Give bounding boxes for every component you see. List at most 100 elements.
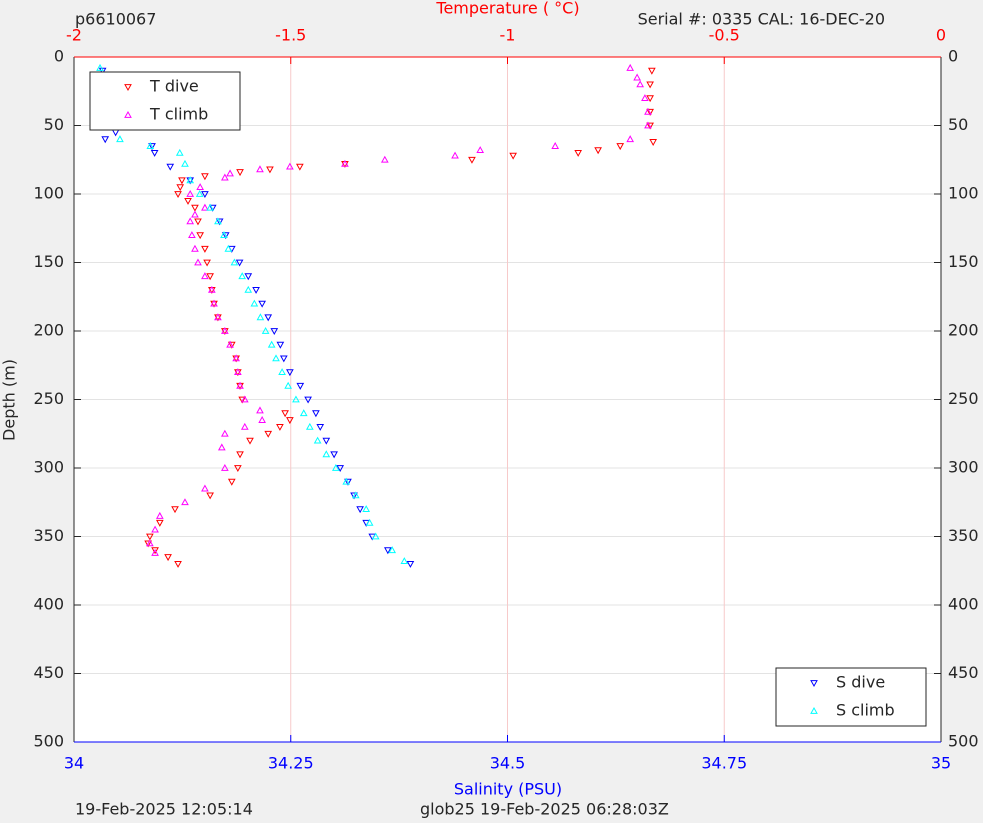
x2-tick-label: -2 xyxy=(66,26,82,45)
y-tick-label: 450 xyxy=(33,663,64,682)
point xyxy=(342,477,351,485)
point xyxy=(316,424,325,431)
title-left: p6610067 xyxy=(75,10,156,29)
point xyxy=(246,437,254,445)
point xyxy=(286,162,294,170)
point xyxy=(356,506,364,514)
point xyxy=(330,451,338,459)
legend-marker xyxy=(810,680,818,688)
point xyxy=(331,463,340,471)
y-tick-label: 500 xyxy=(33,732,64,751)
point xyxy=(151,547,159,555)
x-tick-label: 34.75 xyxy=(701,754,747,773)
point xyxy=(208,285,216,293)
point xyxy=(116,135,124,143)
point xyxy=(264,314,273,322)
point xyxy=(201,203,209,211)
point xyxy=(468,156,476,164)
x-tick-label: 34 xyxy=(64,754,84,773)
point xyxy=(226,169,234,177)
point xyxy=(648,67,656,75)
point xyxy=(292,395,300,403)
point xyxy=(201,173,209,181)
point xyxy=(236,451,244,459)
point xyxy=(196,183,204,191)
point xyxy=(258,300,266,308)
point xyxy=(215,218,224,226)
point xyxy=(244,273,253,281)
y-tick-label-right: 200 xyxy=(948,321,979,340)
y-tick-label-right: 400 xyxy=(948,595,979,614)
legend-marker xyxy=(810,706,818,714)
point xyxy=(476,146,485,154)
point xyxy=(240,395,249,403)
point xyxy=(155,511,164,519)
legend-box xyxy=(89,71,241,131)
point xyxy=(286,369,294,377)
point xyxy=(646,95,654,103)
point xyxy=(191,204,199,212)
point xyxy=(96,63,104,71)
point xyxy=(286,417,294,425)
point xyxy=(296,163,304,171)
point xyxy=(224,244,233,252)
point xyxy=(258,416,266,423)
point xyxy=(201,484,209,492)
y-tick-label-right: 50 xyxy=(948,115,968,134)
y-tick-label-right: 500 xyxy=(948,732,979,751)
point xyxy=(235,259,244,267)
y-tick-label-right: 0 xyxy=(948,47,958,66)
point xyxy=(244,285,253,293)
point xyxy=(146,539,154,547)
y-axis-label: Depth (m) xyxy=(0,359,19,441)
point xyxy=(206,492,214,500)
point xyxy=(181,498,189,506)
point xyxy=(362,505,371,512)
point xyxy=(194,218,202,226)
point xyxy=(594,147,602,155)
point xyxy=(201,191,209,199)
point xyxy=(176,184,185,192)
point xyxy=(221,232,230,240)
point xyxy=(551,142,560,149)
point xyxy=(221,429,229,437)
point xyxy=(221,173,229,181)
point xyxy=(574,150,583,157)
point xyxy=(276,424,284,431)
x2-tick-label: -1 xyxy=(500,26,516,45)
y-tick-label: 250 xyxy=(33,389,64,408)
point xyxy=(633,73,641,81)
point xyxy=(146,533,154,541)
point xyxy=(350,492,358,500)
point xyxy=(406,561,415,568)
point xyxy=(305,422,314,430)
point xyxy=(312,410,320,418)
point xyxy=(151,525,159,533)
point xyxy=(264,430,273,438)
point xyxy=(194,258,202,266)
point xyxy=(388,546,397,554)
point xyxy=(175,148,184,156)
point xyxy=(227,341,236,349)
point xyxy=(201,245,209,253)
point xyxy=(644,121,652,129)
point xyxy=(256,406,264,414)
x2-tick-label: 0 xyxy=(936,26,946,45)
point xyxy=(509,152,517,160)
point xyxy=(322,450,331,458)
y-tick-label-right: 250 xyxy=(948,389,979,408)
point xyxy=(214,217,222,225)
point xyxy=(214,313,222,321)
point xyxy=(236,169,244,177)
point xyxy=(400,557,409,565)
point xyxy=(304,396,312,404)
y-tick-label-right: 350 xyxy=(948,526,979,545)
point xyxy=(266,166,274,174)
point xyxy=(210,299,218,307)
point xyxy=(626,63,635,71)
y-tick-label: 400 xyxy=(33,595,64,614)
point xyxy=(365,518,374,526)
point xyxy=(256,165,264,173)
point xyxy=(267,340,276,348)
point xyxy=(181,159,189,167)
